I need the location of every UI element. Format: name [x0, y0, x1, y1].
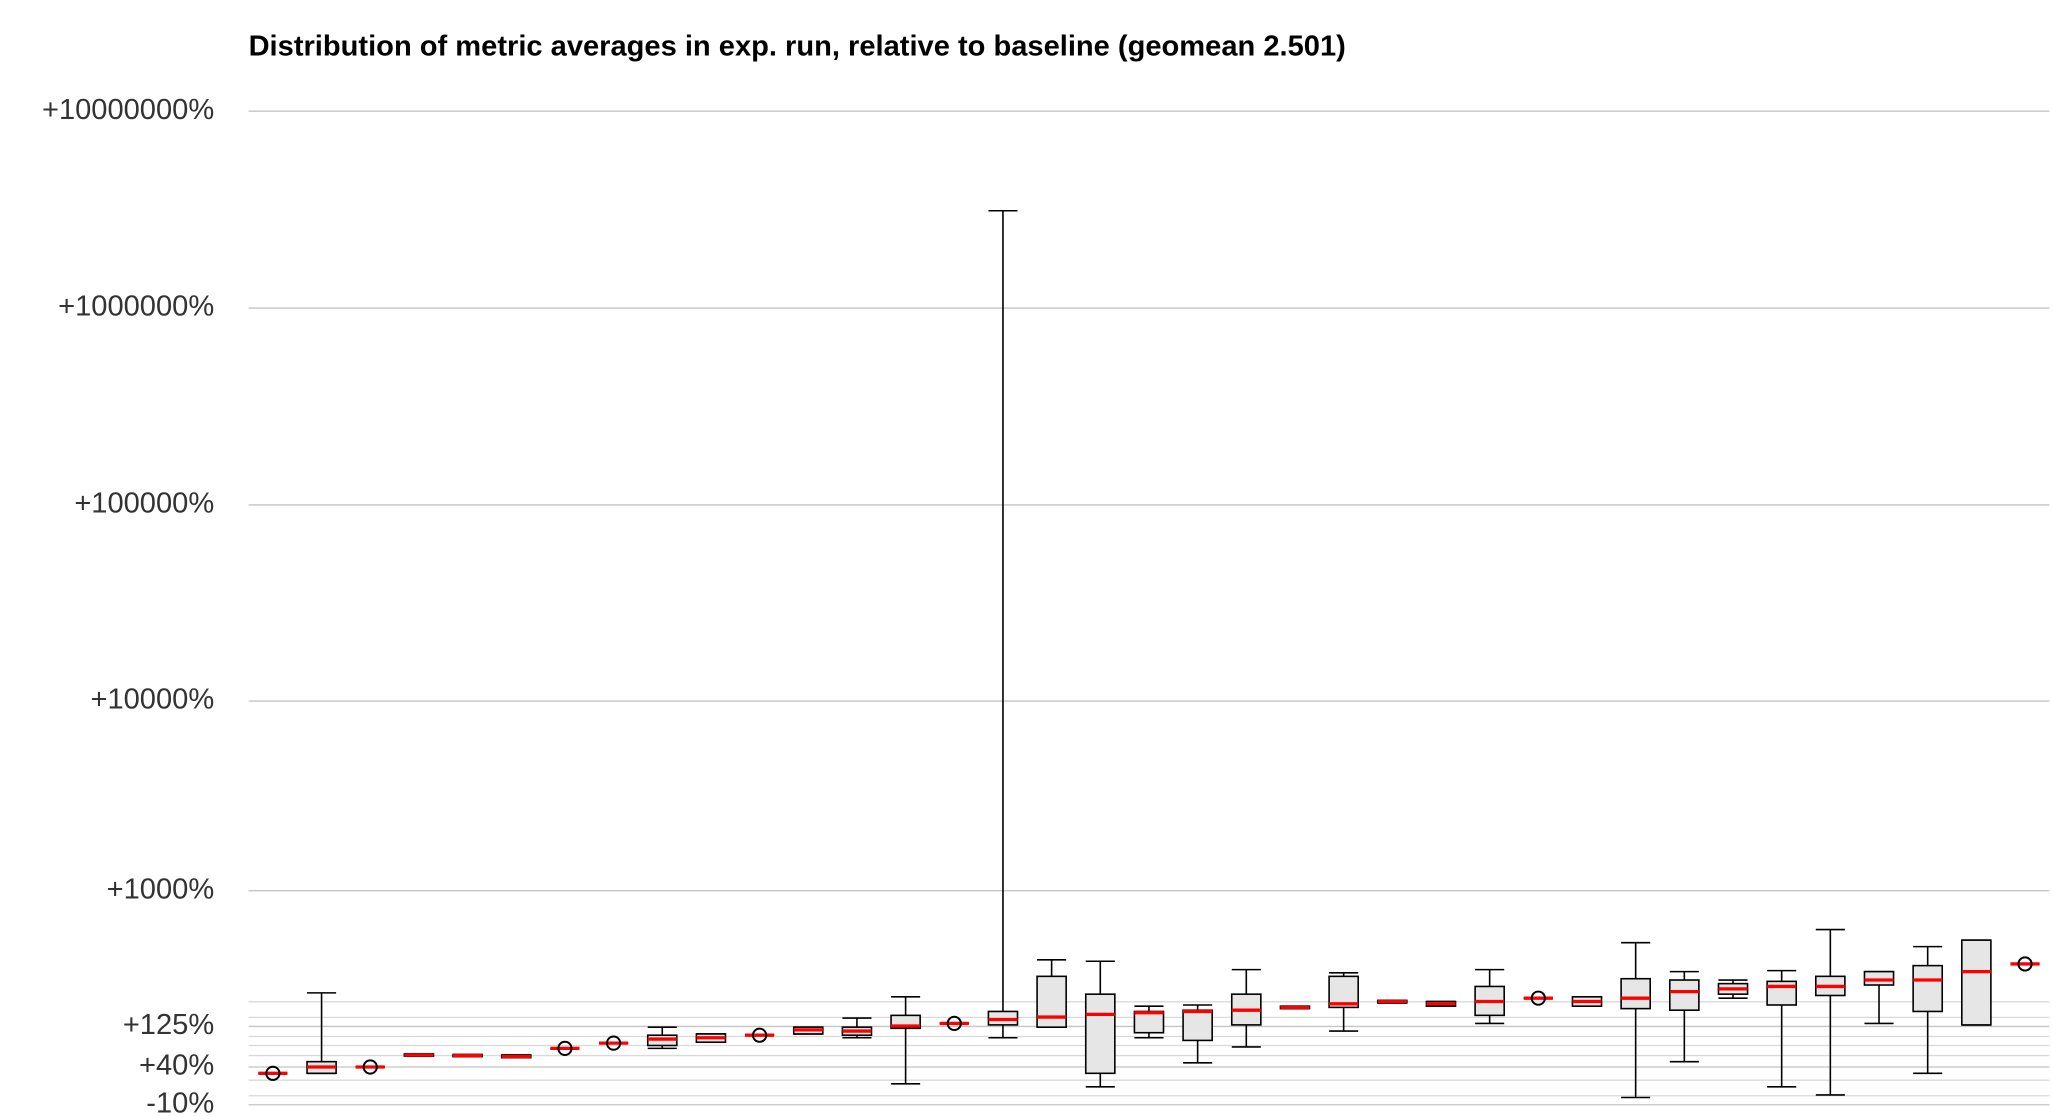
box [1182, 1009, 1213, 1042]
box [1668, 979, 1700, 1011]
y-tick-label: +40% [139, 1050, 214, 1082]
y-tick-label: -10% [146, 1087, 214, 1116]
y-tick-label: +1000% [107, 873, 215, 905]
single-point [362, 1059, 378, 1075]
box [1912, 964, 1944, 1013]
single-point [946, 1015, 962, 1032]
single-point [1530, 990, 1546, 1006]
box [1036, 975, 1067, 1028]
y-tick-label: +10000000% [42, 94, 214, 126]
single-point [751, 1027, 768, 1043]
single-point [605, 1035, 622, 1051]
box [1084, 993, 1116, 1075]
single-point [265, 1065, 281, 1081]
box [1863, 970, 1895, 986]
box [1961, 939, 1992, 1026]
box [1133, 1010, 1165, 1034]
box [1620, 977, 1651, 1010]
single-point [557, 1040, 573, 1056]
y-tick-label: +125% [123, 1009, 214, 1041]
y-tick-label: +10000% [90, 684, 214, 716]
single-point [2017, 956, 2033, 972]
y-tick-label: +100000% [74, 488, 214, 520]
chart-title: Distribution of metric averages in exp. … [249, 30, 1346, 62]
y-tick-label: +1000000% [58, 291, 214, 323]
